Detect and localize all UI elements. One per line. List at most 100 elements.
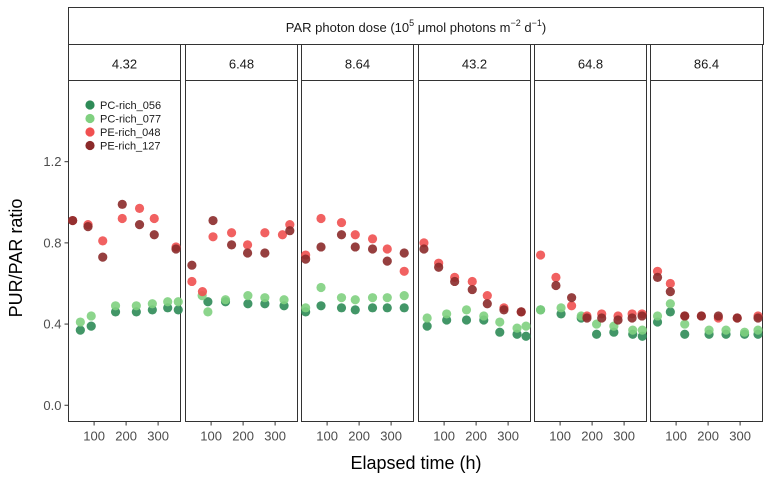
legend-label: PE-rich_127	[100, 141, 161, 153]
x-tick-label: 200	[697, 429, 719, 444]
x-tick-label: 100	[200, 429, 222, 444]
x-tick-label: 200	[581, 429, 603, 444]
facet-header-middle2: d	[521, 20, 532, 35]
data-point-pc-rich-056	[86, 321, 96, 331]
data-point-pe-rich-127	[696, 311, 706, 321]
data-point-pe-rich-127	[149, 230, 159, 240]
facet-header-exp1: 5	[409, 18, 414, 28]
data-point-pc-rich-077	[422, 313, 432, 323]
data-point-pc-rich-077	[637, 325, 647, 335]
data-point-pe-rich-127	[226, 240, 237, 250]
data-point-pc-rich-077	[739, 327, 750, 337]
data-point-pc-rich-077	[110, 301, 121, 311]
data-point-pe-rich-127	[117, 199, 127, 209]
facet-panel-1: 4.32 100 200 300	[68, 44, 183, 444]
x-tick-label: 100	[83, 429, 105, 444]
legend-label: PC-rich_056	[100, 100, 161, 112]
data-point-pe-rich-127	[753, 313, 763, 323]
data-point-pc-rich-077	[652, 311, 663, 321]
data-point-pe-rich-127	[582, 313, 592, 323]
data-point-pc-rich-077	[556, 303, 566, 313]
data-point-pc-rich-077	[86, 311, 96, 321]
facet-header-prefix: PAR photon dose (10	[286, 20, 409, 35]
data-point-pe-rich-127	[732, 313, 742, 323]
data-point-pc-rich-056	[203, 297, 213, 307]
data-point-pc-rich-077	[479, 311, 489, 321]
y-tick-label: 1.2	[43, 154, 61, 169]
x-tick-label: 300	[380, 429, 402, 444]
data-point-pc-rich-077	[147, 299, 157, 309]
facet-panel-3: 8.64 100 200 300	[301, 44, 414, 444]
facet-strip-label: 6.48	[229, 57, 254, 72]
data-point-pe-rich-127	[551, 280, 561, 291]
data-point-pc-rich-056	[461, 315, 472, 325]
facet-plot-area	[650, 80, 763, 422]
data-point-pe-rich-127	[713, 311, 723, 321]
facet-header-exp2: −2	[511, 18, 521, 28]
data-point-pe-rich-127	[285, 226, 295, 236]
facet-header-strip	[68, 7, 764, 45]
facet-header-middle: μmol photons m	[414, 20, 510, 35]
data-point-pe-rich-048	[367, 234, 378, 244]
data-point-pe-rich-048	[482, 291, 492, 301]
data-point-pc-rich-056	[680, 329, 690, 339]
data-point-pe-rich-127	[382, 256, 392, 266]
data-point-pe-rich-127	[467, 284, 477, 295]
data-point-pe-rich-048	[242, 240, 253, 250]
data-point-pc-rich-077	[680, 319, 690, 329]
data-point-pc-rich-077	[243, 291, 253, 301]
legend-key-pe-rich-127	[85, 140, 95, 151]
data-point-pe-rich-048	[382, 244, 392, 254]
data-point-pc-rich-056	[665, 307, 675, 317]
data-point-pe-rich-048	[467, 276, 477, 287]
facet-header-exp3: −1	[532, 18, 542, 28]
facet-plot-area	[185, 80, 298, 422]
data-point-pc-rich-077	[75, 317, 85, 327]
data-point-pe-rich-127	[208, 215, 218, 226]
legend-key-pc-rich-056	[85, 100, 95, 110]
data-point-pe-rich-048	[117, 213, 127, 224]
legend-key-pc-rich-077	[85, 113, 95, 124]
data-point-pc-rich-056	[173, 305, 183, 315]
data-point-pe-rich-048	[551, 272, 561, 282]
data-point-pc-rich-056	[521, 331, 531, 341]
data-point-pc-rich-056	[350, 305, 360, 315]
x-tick-label: 300	[264, 429, 286, 444]
x-tick-label: 100	[433, 429, 455, 444]
legend-key-pe-rich-048	[85, 127, 95, 137]
data-point-pc-rich-077	[521, 321, 531, 331]
data-point-pe-rich-127	[680, 311, 690, 321]
data-point-pe-rich-127	[637, 311, 647, 321]
x-tick-label: 300	[497, 429, 519, 444]
data-point-pe-rich-127	[627, 313, 637, 323]
data-point-pc-rich-077	[173, 297, 183, 307]
facet-strip-label: 64.8	[578, 57, 603, 72]
data-point-pe-rich-127	[336, 230, 347, 240]
data-point-pe-rich-127	[399, 248, 409, 258]
facet-panel-6: 86.4 100 200 300	[650, 44, 763, 444]
data-point-pc-rich-077	[336, 293, 347, 303]
facet-plot-area	[301, 80, 414, 422]
data-point-pe-rich-048	[665, 278, 675, 289]
data-point-pe-rich-127	[316, 242, 326, 252]
x-tick-label: 200	[348, 429, 370, 444]
data-point-pe-rich-127	[613, 315, 623, 325]
y-axis: 0.0 0.4 0.8 1.2	[43, 154, 69, 413]
facet-panel-2: 6.48 100 200 300	[185, 44, 298, 444]
data-point-pe-rich-127	[367, 244, 378, 254]
data-point-pe-rich-127	[450, 276, 460, 287]
data-point-pc-rich-056	[336, 303, 347, 313]
data-point-pc-rich-077	[753, 325, 763, 335]
data-point-pe-rich-127	[98, 252, 108, 262]
data-point-pe-rich-127	[134, 220, 145, 230]
data-point-pe-rich-048	[260, 228, 270, 238]
data-point-pc-rich-056	[399, 303, 409, 313]
x-tick-label: 200	[465, 429, 487, 444]
data-point-pe-rich-127	[597, 313, 607, 323]
data-point-pe-rich-127	[434, 262, 444, 272]
facet-header-label: PAR photon dose (105 μmol photons m−2 d−…	[286, 18, 546, 35]
data-point-pe-rich-127	[350, 242, 360, 252]
data-point-pe-rich-048	[535, 250, 546, 260]
